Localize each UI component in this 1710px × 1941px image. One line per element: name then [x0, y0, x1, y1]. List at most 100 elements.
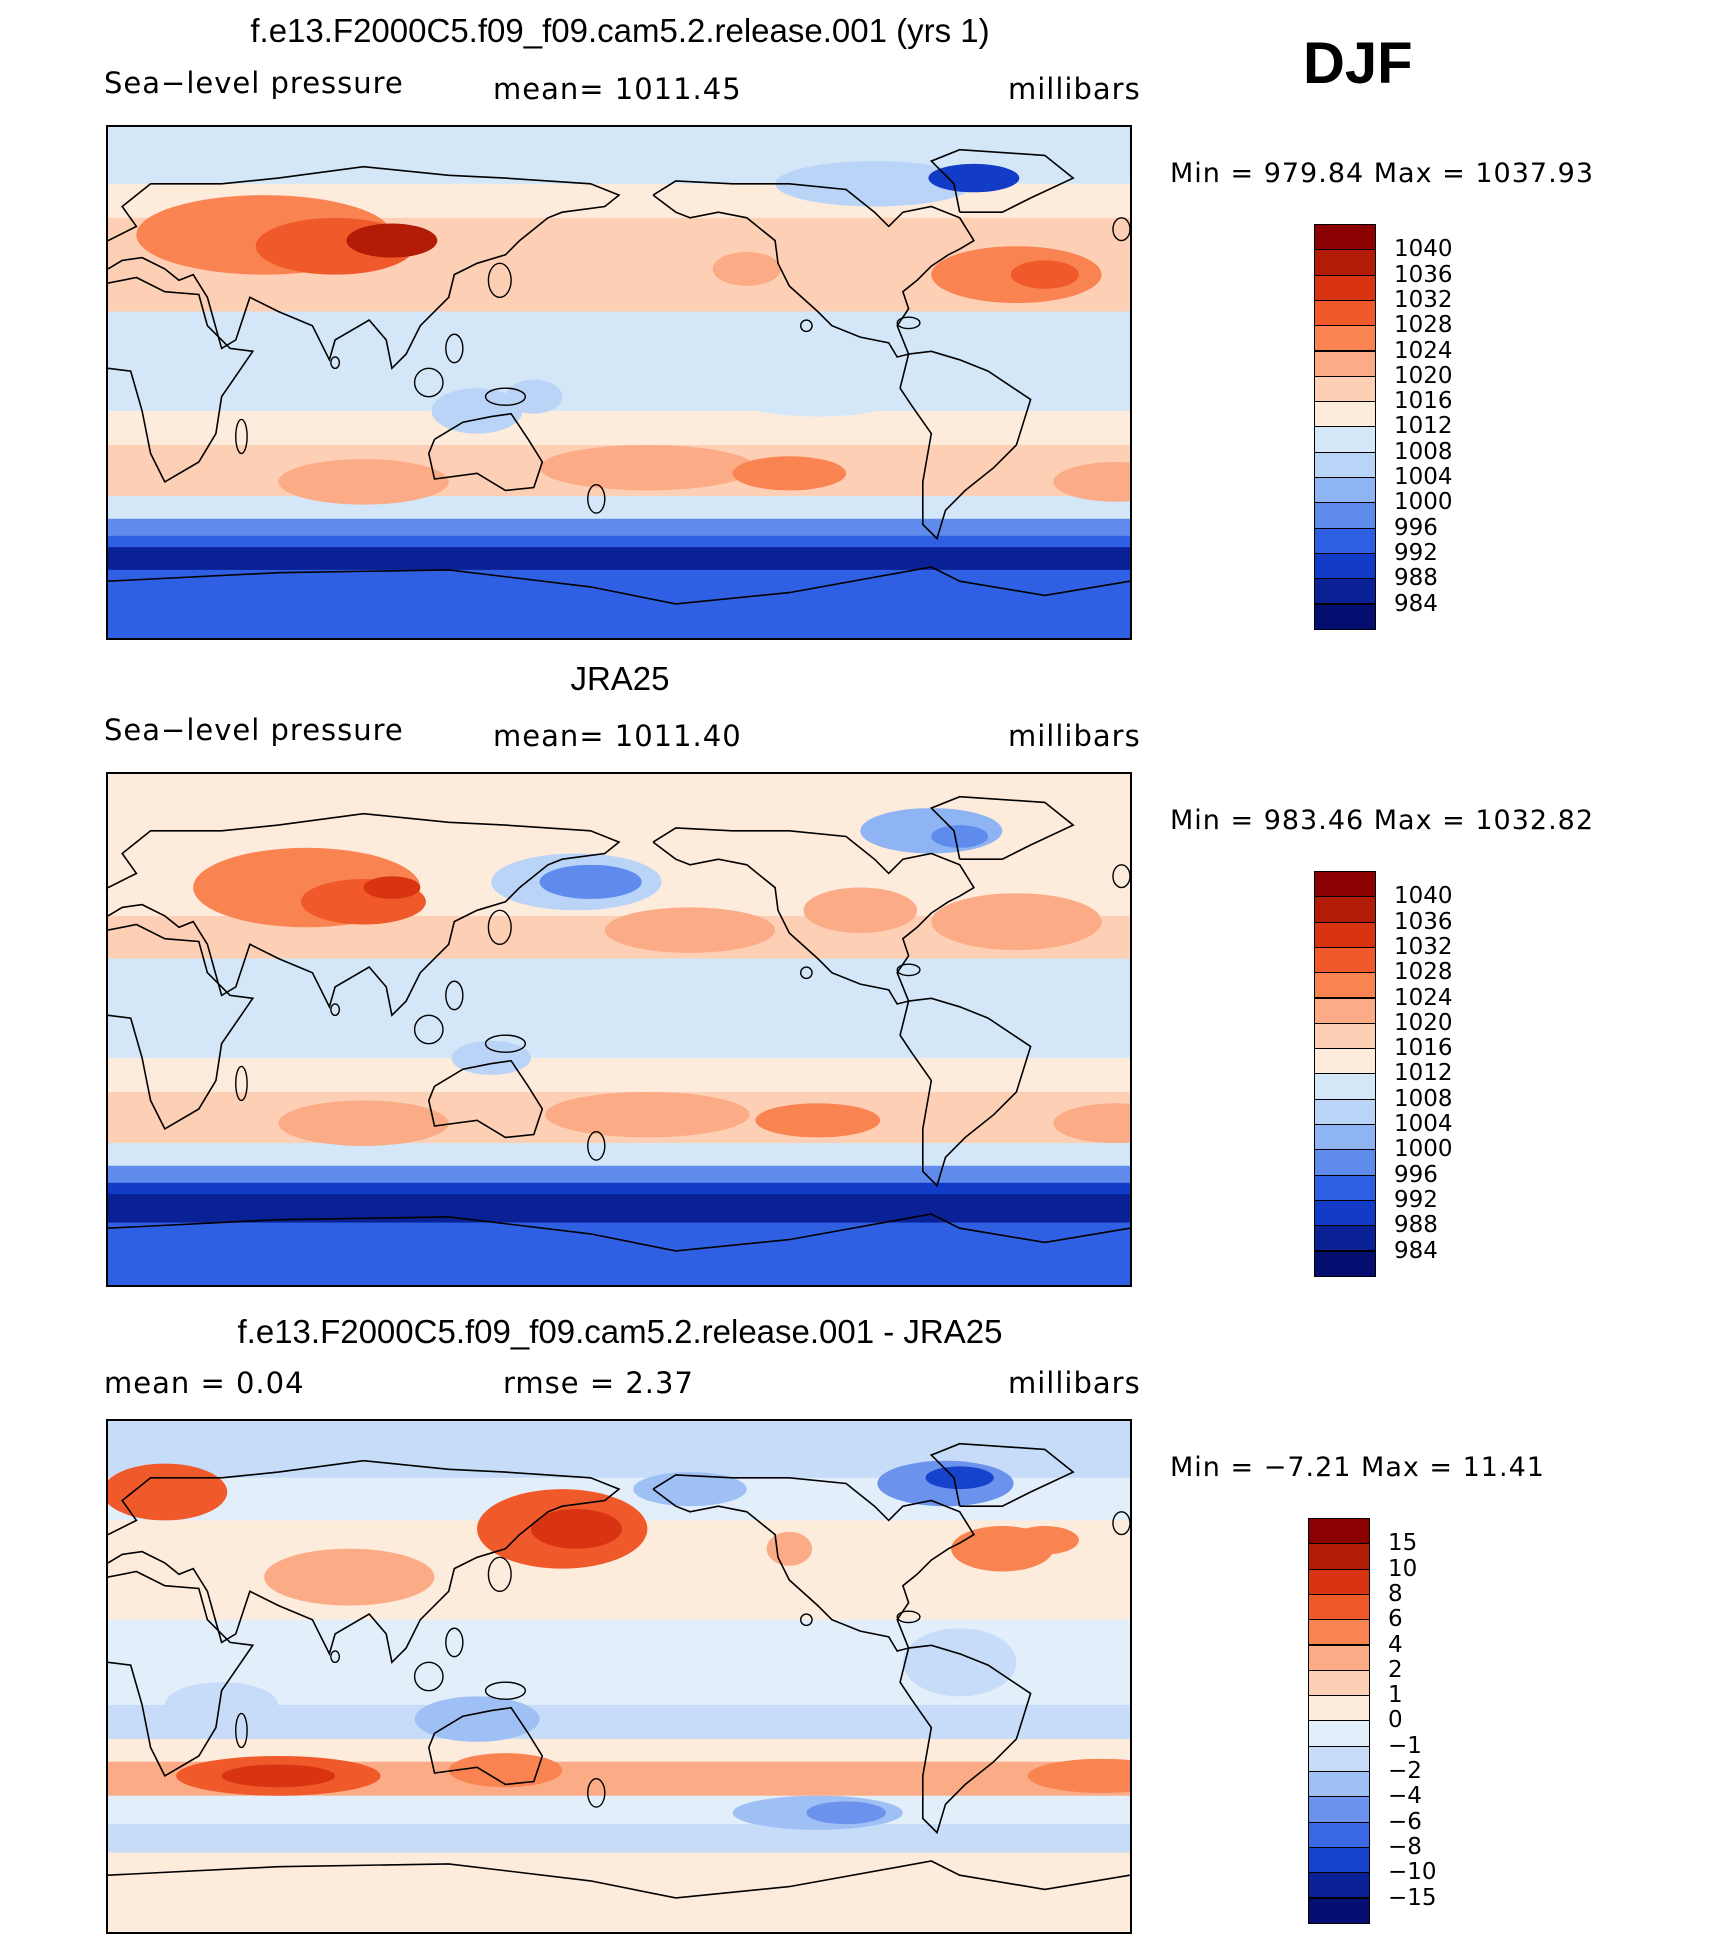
- field-contour: [925, 1466, 994, 1490]
- island-outline: [330, 1650, 341, 1664]
- island-outline: [1112, 217, 1130, 242]
- colorbar-swatch: [1314, 375, 1376, 403]
- field-contour: [1053, 461, 1130, 502]
- panel-1-title: f.e13.F2000C5.f09_f09.cam5.2.release.001…: [250, 12, 990, 49]
- colorbar-label: 1000: [1394, 1136, 1453, 1163]
- field-band: [108, 1222, 1130, 1285]
- panel-3-map: [106, 1419, 1132, 1934]
- colorbar-label: 1: [1388, 1682, 1403, 1709]
- coastline: [108, 1213, 1130, 1252]
- coastline: [427, 412, 544, 492]
- colorbar-swatch: [1314, 603, 1376, 630]
- colorbar-swatch: [1314, 552, 1376, 580]
- coastline: [108, 1459, 621, 1664]
- field-band: [108, 535, 1130, 549]
- island-outline: [235, 418, 248, 455]
- island-outline: [484, 1034, 527, 1053]
- field-contour: [593, 251, 730, 298]
- island-outline: [445, 980, 464, 1011]
- panel-1-units-label: millibars: [1008, 72, 1141, 106]
- colorbar-label: 1012: [1394, 413, 1453, 440]
- coastline: [108, 165, 621, 370]
- colorbar-label: 6: [1388, 1606, 1403, 1633]
- field-contour: [928, 163, 1020, 193]
- colorbar-label: −10: [1388, 1859, 1437, 1886]
- panel-3-rmse-label: rmse = 2.37: [503, 1366, 694, 1400]
- field-band: [108, 1738, 1130, 1763]
- colorbar-label: 1004: [1394, 1111, 1453, 1137]
- colorbar-swatch: [1314, 527, 1376, 554]
- island-outline: [330, 1003, 341, 1017]
- coastline: [899, 1644, 1032, 1835]
- panel-3-field: [108, 1421, 1130, 1932]
- field-contour: [164, 1682, 279, 1728]
- colorbar-swatch: [1308, 1543, 1370, 1570]
- colorbar-label: 1020: [1394, 362, 1453, 389]
- island-outline: [330, 356, 341, 370]
- colorbar-swatch: [1308, 1669, 1370, 1697]
- panel-1-mean-label: mean= 1011.45: [493, 72, 742, 106]
- panel-1-map: [106, 125, 1132, 640]
- panel-2-mean-label: mean= 1011.40: [493, 719, 742, 753]
- colorbar-swatch: [1308, 1593, 1370, 1621]
- colorbar-swatch: [1308, 1846, 1370, 1874]
- colorbar-swatch: [1314, 477, 1376, 504]
- island-outline: [587, 1777, 606, 1808]
- panel-3-title: f.e13.F2000C5.f09_f09.cam5.2.release.001…: [237, 1313, 1003, 1350]
- island-outline: [445, 333, 464, 364]
- colorbar-swatch: [1314, 1225, 1376, 1252]
- field-contour: [530, 1509, 622, 1549]
- colorbar-swatch: [1314, 299, 1376, 327]
- colorbar-swatch: [1314, 946, 1376, 974]
- colorbar-label: 996: [1394, 514, 1438, 541]
- colorbar-swatch: [1314, 401, 1376, 428]
- island-outline: [1112, 864, 1130, 889]
- colorbar-label: 1032: [1394, 286, 1453, 313]
- coastline: [108, 812, 621, 1017]
- colorbar-swatch: [1308, 1821, 1370, 1848]
- colorbar-swatch: [1314, 502, 1376, 529]
- colorbar-label: 1024: [1394, 337, 1453, 364]
- colorbar-swatch: [1314, 1250, 1376, 1277]
- colorbar-label: 2: [1388, 1656, 1403, 1683]
- island-outline: [799, 1613, 813, 1627]
- coastline: [108, 1860, 1130, 1899]
- colorbar-label: 1036: [1394, 908, 1453, 935]
- field-contour: [1010, 1526, 1079, 1555]
- colorbar-label: 1008: [1394, 438, 1453, 465]
- colorbar-swatch: [1308, 1796, 1370, 1823]
- island-outline: [413, 1661, 444, 1692]
- colorbar-swatch: [1314, 1098, 1376, 1125]
- island-outline: [484, 387, 527, 406]
- field-band: [108, 410, 1130, 446]
- island-outline: [235, 1712, 248, 1749]
- field-band: [108, 1562, 1130, 1621]
- colorbar-swatch: [1314, 1174, 1376, 1201]
- colorbar-swatch: [1314, 997, 1376, 1024]
- panel-1-variable-label: Sea−level pressure: [104, 66, 404, 100]
- field-contour: [633, 1472, 747, 1507]
- colorbar-label: −15: [1388, 1884, 1437, 1911]
- field-contour: [803, 887, 918, 933]
- field-band: [108, 496, 1130, 520]
- field-band: [108, 311, 1130, 412]
- island-outline: [1112, 1511, 1130, 1536]
- colorbar-label: 8: [1388, 1580, 1403, 1607]
- colorbar-label: 988: [1394, 565, 1438, 592]
- field-contour: [264, 1548, 435, 1606]
- panel-2-map: [106, 772, 1132, 1287]
- colorbar-label: −2: [1388, 1758, 1422, 1784]
- field-contour: [766, 1531, 813, 1566]
- field-contour: [278, 459, 449, 505]
- colorbar-swatch: [1308, 1568, 1370, 1595]
- coastline: [929, 148, 1075, 213]
- panel-2-minmax: Min = 983.46 Max = 1032.82: [1170, 805, 1595, 836]
- colorbar-swatch: [1314, 1149, 1376, 1176]
- colorbar-swatch: [1308, 1695, 1370, 1722]
- colorbar-label: 1040: [1394, 883, 1453, 910]
- colorbar-label: 988: [1394, 1212, 1438, 1239]
- colorbar-swatch: [1308, 1518, 1370, 1545]
- panel-1-minmax: Min = 979.84 Max = 1037.93: [1170, 158, 1595, 189]
- panel-3-minmax: Min = −7.21 Max = 11.41: [1170, 1452, 1545, 1483]
- colorbar-label: 10: [1388, 1555, 1418, 1582]
